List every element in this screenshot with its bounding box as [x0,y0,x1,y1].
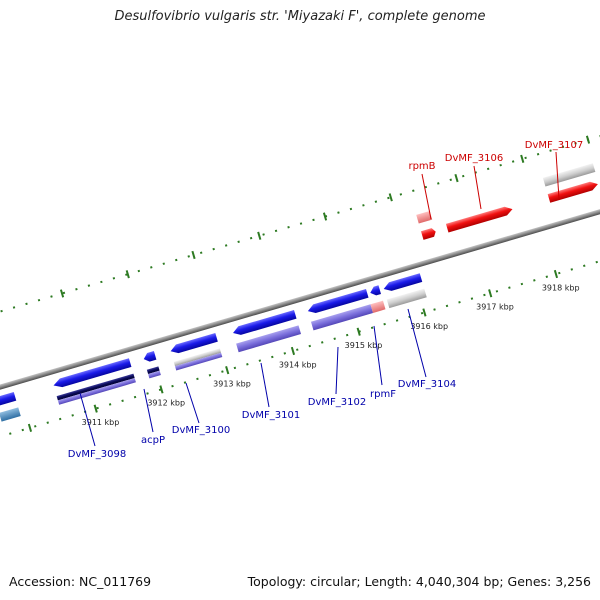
gene-left-arrow [0,391,17,407]
gene-DvMF_3102-feature [310,304,374,331]
scale-label: 3913 kbp [213,380,251,389]
gene-DvMF_3100-feature-b [174,352,223,371]
topology-text: Topology: circular; Length: 4,040,304 bp… [247,574,591,589]
gene-DvMF_3101-arrow [233,310,297,335]
genome-backbone [0,179,600,420]
forward-scale-major-ticks [59,135,591,298]
scale-label: 3916 kbp [410,322,448,331]
gene-DvMF_3098-arrow [53,358,132,388]
scale-label: 3918 kbp [542,283,580,292]
scale-major-tick [520,154,525,163]
scale-label: 3912 kbp [147,399,185,408]
gene-DvMF_3104-arrow [383,273,423,291]
gene-label-DvMF_3104: DvMF_3104 [398,379,456,390]
gene-DvMF_3106-arrow [445,206,513,233]
scale-major-tick [553,269,559,279]
gene-label-DvMF_3098: DvMF_3098 [68,449,126,460]
gene-rpmB-feature [416,210,433,224]
gene-acpP-feature-a [146,366,160,375]
gene-label-DvMF_3101: DvMF_3101 [242,410,300,421]
scale-major-tick [388,193,393,202]
scale-major-tick [422,308,427,317]
scale-label: 3911 kbp [82,418,120,427]
gene-label-DvMF_3100: DvMF_3100 [172,425,230,436]
gene-rpmB-arrow [420,228,436,240]
genome-track [0,111,600,465]
scale-major-tick [93,404,98,413]
scale-major-tick [125,270,130,279]
gene-rpmF-arrow [370,285,381,296]
gene-DvMF_3104-feature [386,288,427,309]
gene-label-DvMF_3102: DvMF_3102 [308,397,366,408]
gene-label-rpmF: rpmF [370,389,396,400]
scale-major-tick [159,385,164,394]
gene-DvMF_3102-arrow [307,288,369,314]
label-leader-lines [79,151,560,447]
scale-major-tick [356,327,361,336]
gene-left-feature [0,407,21,422]
scale-label: 3915 kbp [345,341,383,350]
scale-major-tick [585,135,591,144]
gene-DvMF_3100-arrow [170,333,218,354]
gene-DvMF_3100-feature-a [173,348,222,367]
scale-major-tick [27,423,33,432]
map-title: Desulfovibrio vulgaris str. 'Miyazaki F'… [114,9,486,24]
scale-major-tick [454,173,459,183]
scale-major-tick [191,250,196,260]
gene-label-DvMF_3107: DvMF_3107 [525,140,583,151]
accession-text: Accession: NC_011769 [9,574,152,589]
gene-DvMF_3098-feature-b [57,377,136,405]
gene-DvMF_3107-arrow [547,181,598,203]
gene-rpmF-feature [370,300,386,313]
scale-major-tick [257,231,262,240]
forward-gene-labels: rpmB DvMF_3106 DvMF_3107 [408,140,583,172]
reverse-gene-labels: DvMF_3098 acpP DvMF_3100 DvMF_3101 DvMF_… [68,379,456,460]
scale-major-tick [322,212,328,221]
gene-label-DvMF_3106: DvMF_3106 [445,153,503,164]
scale-major-tick [290,346,296,356]
gene-DvMF_3101-feature [236,325,302,353]
reverse-scale-major-ticks [27,269,559,432]
scale-label: 3914 kbp [279,360,317,369]
gene-DvMF_3107-feature [542,163,596,187]
scale-major-tick [59,289,65,298]
gene-acpP-arrow [143,350,157,362]
gene-DvMF_3098-feature-a [56,373,135,401]
gene-label-acpP: acpP [141,435,165,446]
scale-major-tick [225,366,230,375]
scale-label: 3917 kbp [476,303,514,312]
scale-major-tick [488,289,493,298]
forward-scale-ticks [0,111,600,349]
gene-label-rpmB: rpmB [408,161,435,172]
gene-acpP-feature-b [148,370,161,379]
scale-labels: 3911 kbp 3912 kbp 3913 kbp 3914 kbp 3915 kbp… [82,283,580,427]
